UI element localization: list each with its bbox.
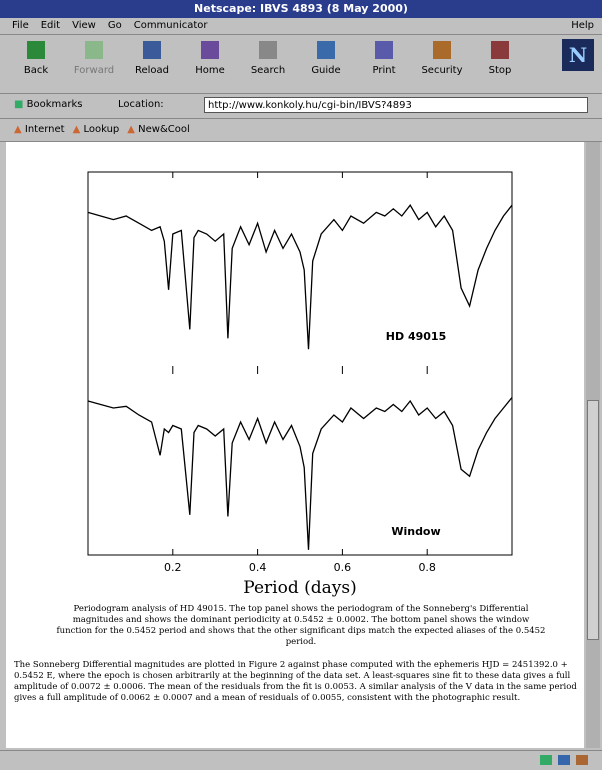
- toolbar-icon: [491, 41, 509, 59]
- body-text: The Sonneberg Differential magnitudes ar…: [14, 660, 578, 704]
- toolbar-icon: [433, 41, 451, 59]
- menu-item[interactable]: File: [12, 20, 29, 31]
- x-axis-label: Period (days): [243, 578, 356, 598]
- toolbar-icon: [143, 41, 161, 59]
- link-icon: ▲: [73, 124, 84, 135]
- location-bar: ■ Bookmarks Location: http://www.konkoly…: [0, 94, 602, 119]
- x-tick-label: 0.4: [249, 561, 267, 574]
- status-icon: [558, 755, 570, 765]
- toolbar-button[interactable]: Home: [188, 39, 232, 76]
- toolbar: Back Forward Reload Home Search Guide Print Sec…: [0, 35, 602, 94]
- netscape-logo: N: [562, 39, 594, 71]
- toolbar-icon: [27, 41, 45, 59]
- toolbar-button[interactable]: Search: [246, 39, 290, 76]
- personal-link[interactable]: ▲ Internet: [14, 124, 65, 135]
- toolbar-label: Forward: [72, 65, 116, 76]
- toolbar-button[interactable]: Guide: [304, 39, 348, 76]
- toolbar-icon: [201, 41, 219, 59]
- toolbar-label: Stop: [478, 65, 522, 76]
- figure-caption: Periodogram analysis of HD 49015. The to…: [56, 604, 546, 648]
- toolbar-label: Search: [246, 65, 290, 76]
- toolbar-button[interactable]: Reload: [130, 39, 174, 76]
- url-field[interactable]: http://www.konkoly.hu/cgi-bin/IBVS?4893: [204, 97, 588, 113]
- browser-window: {"window": {"title": "Netscape: IBVS 489…: [0, 0, 602, 769]
- periodogram-line: [88, 398, 512, 550]
- x-tick-label: 0.6: [334, 561, 352, 574]
- personal-link[interactable]: ▲ Lookup: [73, 124, 120, 135]
- toolbar-label: Back: [14, 65, 58, 76]
- link-icon: ▲: [14, 124, 25, 135]
- toolbar-label: Print: [362, 65, 406, 76]
- x-tick-label: 0.2: [164, 561, 182, 574]
- scroll-thumb[interactable]: [587, 400, 599, 640]
- toolbar-button[interactable]: Stop: [478, 39, 522, 76]
- toolbar-button[interactable]: Back: [14, 39, 58, 76]
- menu-bar: Help File Edit View Go Communicator: [0, 18, 602, 35]
- panel-annotation: HD 49015: [386, 330, 446, 343]
- toolbar-button[interactable]: Forward: [72, 39, 116, 76]
- toolbar-button[interactable]: Security: [420, 39, 464, 76]
- toolbar-icon: [259, 41, 277, 59]
- bookmarks-button[interactable]: ■ Bookmarks: [14, 99, 83, 110]
- menu-item[interactable]: Edit: [41, 20, 60, 31]
- link-label: New&Cool: [138, 124, 190, 135]
- menu-item[interactable]: Help: [571, 18, 594, 34]
- link-icon: ▲: [127, 124, 138, 135]
- link-label: Lookup: [83, 124, 119, 135]
- periodogram-figure: HD 49015 Window 0.2 0.4 0.6 0.8 Period (days): [6, 142, 584, 602]
- menu-item[interactable]: Communicator: [134, 20, 208, 31]
- toolbar-label: Home: [188, 65, 232, 76]
- bookmarks-label: Bookmarks: [27, 99, 83, 110]
- toolbar-icon: [317, 41, 335, 59]
- personal-link[interactable]: ▲ New&Cool: [127, 124, 189, 135]
- panel-annotation: Window: [391, 525, 440, 538]
- status-icon: [540, 755, 552, 765]
- x-tick-label: 0.8: [418, 561, 436, 574]
- toolbar-label: Security: [420, 65, 464, 76]
- menu-item[interactable]: View: [72, 20, 96, 31]
- toolbar-label: Guide: [304, 65, 348, 76]
- toolbar-icon: [375, 41, 393, 59]
- plot-frame: [88, 172, 512, 555]
- toolbar-icon: [85, 41, 103, 59]
- toolbar-label: Reload: [130, 65, 174, 76]
- menu-item[interactable]: Go: [108, 20, 122, 31]
- location-label: Location:: [118, 99, 164, 110]
- personal-toolbar: ▲ Internet▲ Lookup▲ New&Cool: [0, 119, 602, 142]
- toolbar-button[interactable]: Print: [362, 39, 406, 76]
- title-bar: Netscape: IBVS 4893 (8 May 2000): [0, 0, 602, 18]
- link-label: Internet: [25, 124, 65, 135]
- status-bar: [0, 750, 602, 770]
- status-icon: [576, 755, 588, 765]
- periodogram-line: [88, 205, 512, 349]
